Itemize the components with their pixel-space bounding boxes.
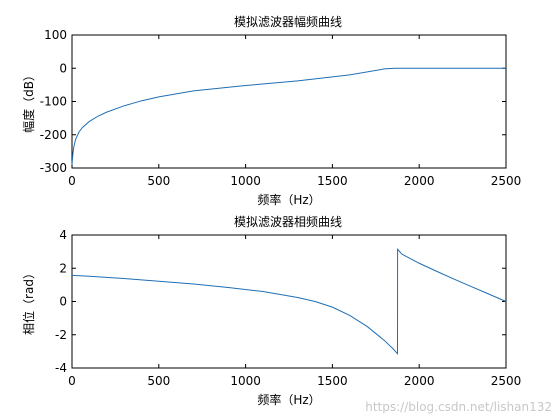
- magnitude-y-tick-label: 100: [44, 28, 67, 42]
- magnitude-x-tick-label: 0: [68, 174, 76, 188]
- magnitude-plot-area: [71, 34, 507, 169]
- magnitude-y-tick-label: -300: [40, 161, 67, 175]
- magnitude-x-tick-label: 2500: [491, 174, 522, 188]
- phase-plot-title: 模拟滤波器相频曲线: [234, 215, 342, 229]
- magnitude-y-ticks: -300 -200 -100 0 100: [40, 28, 506, 175]
- watermark: https://blog.csdn.net/lishan132: [365, 400, 552, 414]
- magnitude-series-line: [71, 67, 506, 165]
- magnitude-x-tick-label: 500: [147, 174, 170, 188]
- magnitude-x-axis-label: 频率（Hz）: [257, 192, 320, 207]
- phase-x-tick-label: 0: [68, 374, 76, 388]
- magnitude-y-tick-label: -100: [40, 95, 67, 109]
- phase-y-ticks: -4 -2 0 2 4: [55, 228, 506, 375]
- magnitude-plot: 模拟滤波器幅频曲线 0 500 1000 1500 2000 2500 -300-200-…: [21, 14, 521, 207]
- phase-x-tick-label: 2500: [491, 374, 522, 388]
- phase-y-tick-label: 4: [59, 228, 67, 242]
- phase-series-line: [71, 247, 507, 356]
- phase-x-tick-label: 1000: [230, 374, 261, 388]
- phase-x-tick-label: 1500: [317, 374, 348, 388]
- magnitude-x-tick-label: 1000: [230, 174, 261, 188]
- magnitude-x-tick-label: 1500: [317, 174, 348, 188]
- phase-x-ticks: 0 500 1000 1500 2000 2500: [68, 235, 521, 388]
- magnitude-x-tick-label: 2000: [404, 174, 435, 188]
- phase-y-axis-label: 相位（rad）: [21, 267, 36, 335]
- magnitude-plot-title: 模拟滤波器幅频曲线: [234, 14, 342, 29]
- phase-x-tick-label: 500: [147, 374, 170, 388]
- magnitude-y-tick-label: -200: [40, 128, 67, 142]
- phase-y-tick-label: 2: [59, 261, 67, 275]
- phase-y-tick-label: 0: [59, 295, 67, 309]
- magnitude-y-tick-label: 0: [59, 61, 67, 75]
- phase-x-axis-label: 频率（Hz）: [257, 392, 320, 407]
- phase-plot-area: [71, 234, 507, 369]
- phase-plot: 模拟滤波器相频曲线 0 500 1000 1500 2000 2500 -4 -2 0 2 4 频…: [21, 215, 521, 407]
- magnitude-y-axis-label: 幅度（dB）: [21, 69, 36, 133]
- magnitude-x-ticks: 0 500 1000 1500 2000 2500: [68, 35, 521, 188]
- phase-y-tick-label: -4: [55, 361, 67, 375]
- phase-x-tick-label: 2000: [404, 374, 435, 388]
- phase-y-tick-label: -2: [55, 328, 67, 342]
